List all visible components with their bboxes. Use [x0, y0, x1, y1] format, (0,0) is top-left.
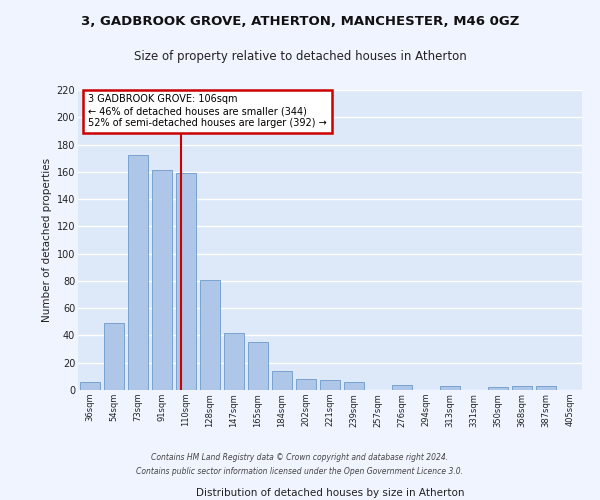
Text: 3, GADBROOK GROVE, ATHERTON, MANCHESTER, M46 0GZ: 3, GADBROOK GROVE, ATHERTON, MANCHESTER,… [81, 15, 519, 28]
Bar [272, 371, 292, 390]
Bar [488, 388, 508, 390]
Bar [248, 342, 268, 390]
Text: Distribution of detached houses by size in Atherton: Distribution of detached houses by size … [196, 488, 464, 498]
Bar [536, 386, 556, 390]
Bar [128, 156, 148, 390]
Text: Contains HM Land Registry data © Crown copyright and database right 2024.: Contains HM Land Registry data © Crown c… [151, 454, 449, 462]
Bar [320, 380, 340, 390]
Text: Contains public sector information licensed under the Open Government Licence 3.: Contains public sector information licen… [137, 467, 464, 476]
Y-axis label: Number of detached properties: Number of detached properties [43, 158, 52, 322]
Bar [392, 384, 412, 390]
Bar [512, 386, 532, 390]
Bar [152, 170, 172, 390]
Bar [104, 323, 124, 390]
Bar [80, 382, 100, 390]
Bar [224, 332, 244, 390]
Bar [440, 386, 460, 390]
Bar [296, 379, 316, 390]
Text: 3 GADBROOK GROVE: 106sqm
← 46% of detached houses are smaller (344)
52% of semi-: 3 GADBROOK GROVE: 106sqm ← 46% of detach… [88, 94, 327, 128]
Bar [200, 280, 220, 390]
Bar [344, 382, 364, 390]
Text: Size of property relative to detached houses in Atherton: Size of property relative to detached ho… [134, 50, 466, 63]
Bar [176, 173, 196, 390]
